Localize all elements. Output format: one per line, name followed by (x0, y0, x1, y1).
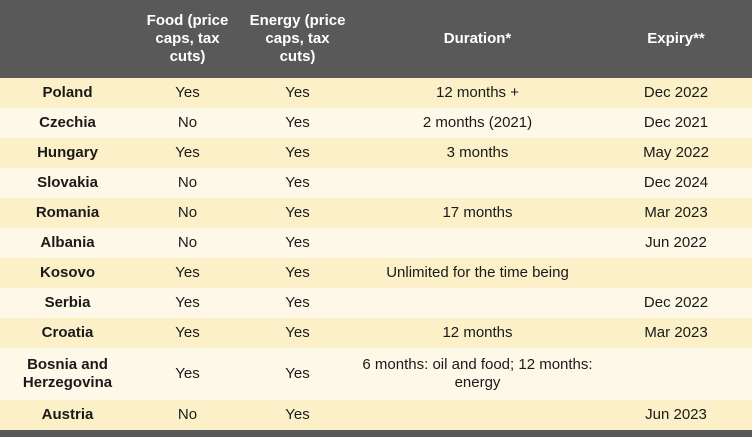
food-cell: Yes (135, 288, 240, 318)
country-cell: Austria (0, 400, 135, 430)
duration-cell: 3 months (355, 138, 600, 168)
energy-cell: Yes (240, 228, 355, 258)
table-row-poland: Poland Yes Yes 12 months + Dec 2022 (0, 78, 752, 108)
table-row-kosovo: Kosovo Yes Yes Unlimited for the time be… (0, 258, 752, 288)
country-cell: Poland (0, 78, 135, 108)
table-header-row: Food (price caps, tax cuts) Energy (pric… (0, 0, 752, 78)
energy-cell: Yes (240, 400, 355, 430)
food-cell: No (135, 168, 240, 198)
expiry-cell: Mar 2023 (600, 318, 752, 348)
duration-cell: 2 months (2021) (355, 108, 600, 138)
food-cell: No (135, 198, 240, 228)
table-row-romania: Romania No Yes 17 months Mar 2023 (0, 198, 752, 228)
country-cell: Croatia (0, 318, 135, 348)
table-row-czechia: Czechia No Yes 2 months (2021) Dec 2021 (0, 108, 752, 138)
food-cell: No (135, 108, 240, 138)
duration-cell: 12 months (355, 318, 600, 348)
header-energy: Energy (price caps, tax cuts) (240, 0, 355, 78)
energy-cell: Yes (240, 78, 355, 108)
expiry-cell: Dec 2022 (600, 78, 752, 108)
country-cell: Kosovo (0, 258, 135, 288)
expiry-cell (600, 258, 752, 288)
expiry-cell: Jun 2023 (600, 400, 752, 430)
energy-cell: Yes (240, 198, 355, 228)
country-cell: Hungary (0, 138, 135, 168)
table-row-hungary: Hungary Yes Yes 3 months May 2022 (0, 138, 752, 168)
energy-cell: Yes (240, 318, 355, 348)
energy-cell: Yes (240, 258, 355, 288)
country-cell: Serbia (0, 288, 135, 318)
table-row-austria: Austria No Yes Jun 2023 (0, 400, 752, 430)
food-cell: Yes (135, 318, 240, 348)
food-cell: No (135, 228, 240, 258)
country-cell: Slovakia (0, 168, 135, 198)
expiry-cell: Jun 2022 (600, 228, 752, 258)
table-row-serbia: Serbia Yes Yes Dec 2022 (0, 288, 752, 318)
duration-cell: 12 months + (355, 78, 600, 108)
header-duration: Duration* (355, 0, 600, 78)
country-cell: Romania (0, 198, 135, 228)
expiry-cell: May 2022 (600, 138, 752, 168)
food-cell: No (135, 400, 240, 430)
duration-cell: 17 months (355, 198, 600, 228)
energy-cell: Yes (240, 348, 355, 400)
food-cell: Yes (135, 258, 240, 288)
duration-cell: 6 months: oil and food; 12 months: energ… (355, 348, 600, 400)
energy-cell: Yes (240, 168, 355, 198)
table-row-albania: Albania No Yes Jun 2022 (0, 228, 752, 258)
header-country (0, 0, 135, 78)
country-cell: Albania (0, 228, 135, 258)
food-cell: Yes (135, 78, 240, 108)
expiry-cell: Dec 2024 (600, 168, 752, 198)
header-expiry: Expiry** (600, 0, 752, 78)
expiry-cell: Dec 2022 (600, 288, 752, 318)
duration-cell (355, 168, 600, 198)
table-row-croatia: Croatia Yes Yes 12 months Mar 2023 (0, 318, 752, 348)
expiry-cell (600, 348, 752, 400)
country-cell: Czechia (0, 108, 135, 138)
table-row-slovakia: Slovakia No Yes Dec 2024 (0, 168, 752, 198)
table-row-bosnia-herzegovina: Bosnia and Herzegovina Yes Yes 6 months:… (0, 348, 752, 400)
country-cell: Bosnia and Herzegovina (0, 348, 135, 400)
duration-cell (355, 400, 600, 430)
food-cell: Yes (135, 348, 240, 400)
energy-cell: Yes (240, 288, 355, 318)
duration-cell (355, 288, 600, 318)
footer-bar (0, 430, 752, 437)
energy-cell: Yes (240, 138, 355, 168)
duration-cell (355, 228, 600, 258)
header-food: Food (price caps, tax cuts) (135, 0, 240, 78)
energy-cell: Yes (240, 108, 355, 138)
expiry-cell: Dec 2021 (600, 108, 752, 138)
food-cell: Yes (135, 138, 240, 168)
duration-cell: Unlimited for the time being (355, 258, 600, 288)
expiry-cell: Mar 2023 (600, 198, 752, 228)
